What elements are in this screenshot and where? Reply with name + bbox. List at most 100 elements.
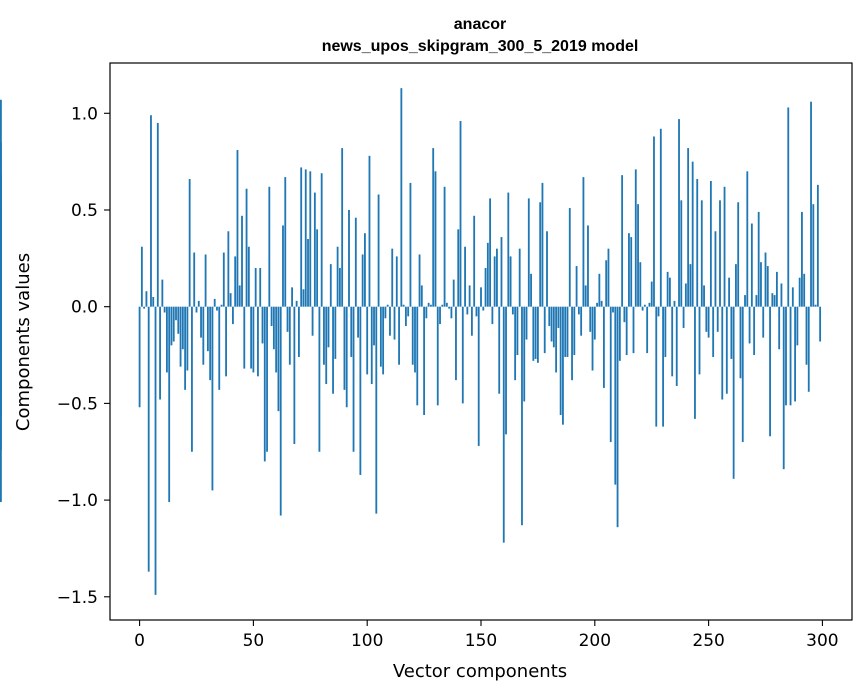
bar: [172, 306, 175, 342]
bar: [357, 306, 359, 338]
bar: [741, 306, 744, 443]
bar: [502, 306, 505, 543]
bar: [209, 306, 212, 381]
bar: [332, 306, 334, 394]
bar: [521, 306, 523, 526]
bar: [614, 306, 617, 485]
bar: [739, 306, 742, 379]
bar: [612, 306, 614, 313]
bar: [439, 306, 441, 325]
bar: [204, 254, 207, 307]
bar: [138, 306, 141, 408]
bar: [755, 295, 758, 307]
bar: [261, 306, 264, 344]
chart-subtitle: news_upos_skipgram_300_5_2019 model: [322, 38, 639, 55]
bar: [671, 306, 674, 377]
bar: [336, 246, 339, 307]
bar: [300, 167, 303, 307]
bar: [580, 306, 583, 336]
bar: [359, 306, 362, 475]
bar: [482, 306, 485, 311]
bar: [227, 231, 230, 307]
bar: [555, 306, 558, 373]
bar: [737, 202, 740, 307]
bar: [632, 306, 635, 354]
bar: [216, 306, 218, 311]
bar: [316, 229, 319, 307]
bar: [393, 306, 396, 340]
bar: [425, 306, 428, 319]
bar: [771, 293, 774, 307]
bar: [443, 186, 446, 307]
bar: [377, 194, 380, 307]
bar: [291, 287, 293, 307]
bar: [787, 107, 790, 307]
bar: [323, 306, 325, 365]
bar: [582, 177, 585, 307]
x-axis-ticks: 0 50 100 150 200 250 300: [134, 620, 839, 651]
bar: [457, 229, 460, 307]
bar: [568, 208, 571, 307]
bar: [648, 302, 651, 307]
bar: [379, 306, 382, 367]
bar: [785, 306, 787, 406]
bar: [206, 306, 209, 352]
bar: [414, 306, 416, 373]
bar: [407, 306, 410, 317]
bar: [448, 306, 451, 309]
y-tick-label: 0.5: [71, 201, 98, 221]
bar: [464, 246, 466, 307]
bar: [646, 306, 649, 354]
bar: [505, 306, 507, 435]
bar: [639, 262, 642, 307]
bar: [343, 306, 346, 390]
bar: [596, 302, 598, 307]
bar: [546, 231, 548, 307]
bar: [473, 215, 476, 307]
bar: [195, 306, 198, 313]
bar: [293, 306, 296, 445]
bar: [696, 179, 699, 307]
y-axis-label: Components values: [13, 253, 34, 431]
bar: [744, 295, 746, 307]
bar: [618, 306, 621, 361]
bar: [769, 306, 771, 437]
bar: [181, 306, 184, 350]
bar: [220, 304, 223, 307]
bar: [143, 306, 146, 309]
bar: [232, 306, 234, 325]
bar: [803, 273, 806, 307]
y-tick-label: −0.5: [57, 394, 98, 414]
bar: [707, 306, 710, 338]
bar: [564, 306, 567, 357]
bar: [532, 306, 535, 361]
bar: [719, 200, 721, 307]
bar: [241, 215, 243, 307]
bar: [746, 171, 749, 307]
bar: [684, 283, 687, 307]
bar: [655, 306, 658, 427]
bar: [234, 256, 237, 307]
bar: [307, 239, 309, 307]
bar: [559, 306, 562, 415]
bar: [200, 306, 202, 338]
bar: [589, 306, 592, 332]
bar: [202, 306, 205, 365]
bar: [550, 306, 553, 342]
bar: [766, 266, 769, 307]
bar: [288, 306, 291, 365]
bar: [382, 306, 385, 375]
bar: [682, 306, 685, 328]
bar: [370, 306, 373, 385]
bar: [179, 306, 182, 367]
bar: [236, 150, 239, 307]
bar: [748, 306, 751, 344]
bar: [721, 306, 724, 400]
bar: [250, 306, 253, 369]
bar: [486, 242, 489, 307]
bar: [500, 237, 503, 307]
bar: [286, 306, 289, 332]
bar: [577, 306, 580, 315]
bar: [705, 306, 708, 332]
bar: [764, 252, 767, 307]
